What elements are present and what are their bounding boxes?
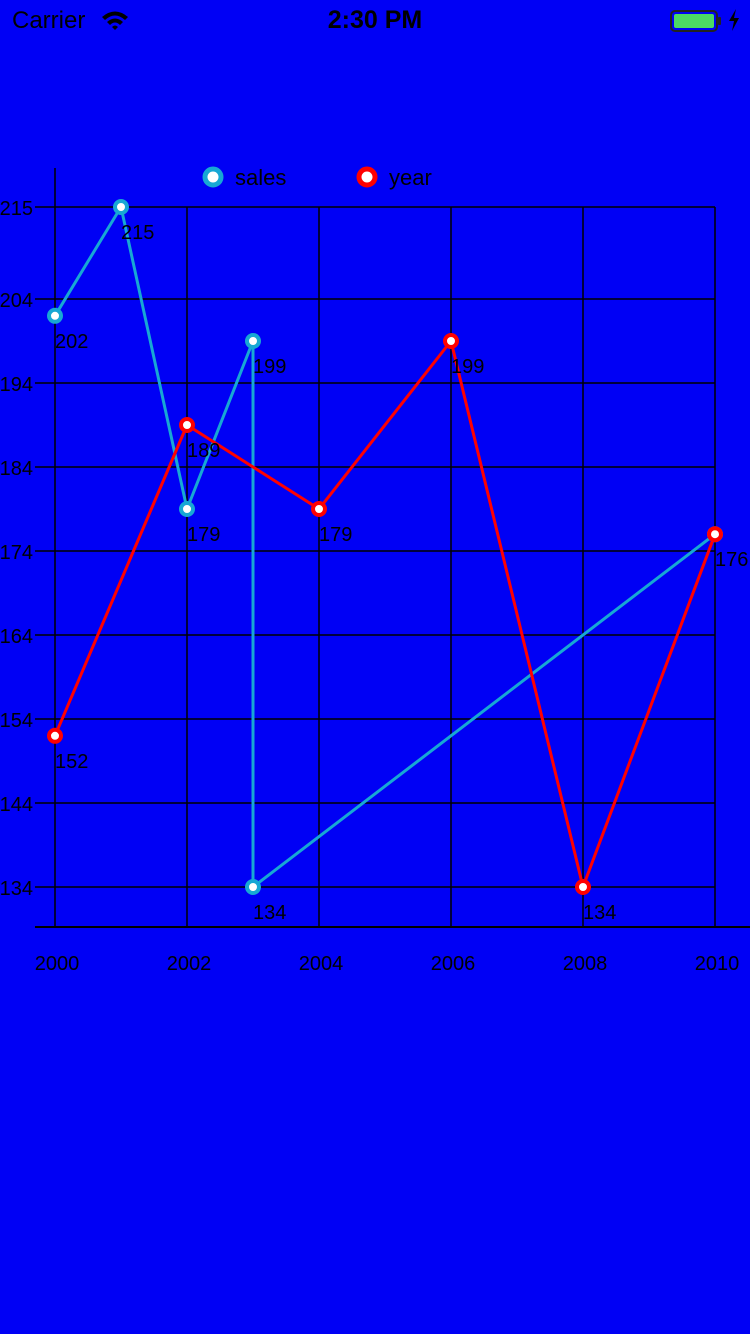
data-point-year: [47, 727, 63, 744]
series-line-sales: [53, 205, 716, 889]
y-tick-label: 154: [0, 710, 33, 732]
data-point-year: [179, 417, 195, 433]
data-label-sales: 202: [55, 331, 88, 353]
legend-label-sales: sales: [235, 165, 286, 190]
data-point-sales: [47, 307, 63, 324]
data-point-sales: [245, 333, 261, 349]
series-line-year: [53, 339, 717, 889]
data-label-year: 179: [319, 524, 352, 546]
data-point-sales: [113, 199, 129, 215]
y-tick-label: 204: [0, 290, 33, 312]
carrier-label: Carrier: [12, 7, 86, 34]
data-label-sales: 134: [253, 902, 286, 924]
clock-time: 2:30 PM: [327, 6, 423, 34]
legend-label-year: year: [389, 165, 432, 190]
x-tick-label: 2008: [563, 953, 608, 970]
y-tick-label: 184: [0, 458, 33, 480]
data-label-year: 189: [187, 440, 220, 462]
y-tick-label: 134: [0, 878, 33, 900]
data-label-sales: 199: [253, 356, 286, 378]
data-label-sales: 215: [121, 222, 154, 244]
wifi-icon: [102, 11, 128, 30]
y-tick-label: 194: [0, 374, 33, 396]
data-point-sales: [179, 501, 195, 517]
y-tick-label: 215: [0, 198, 33, 220]
data-point-year: [707, 526, 723, 543]
legend-marker-sales: [202, 166, 224, 188]
battery-icon: [670, 10, 721, 32]
data-label-year: 134: [583, 902, 616, 924]
data-point-year: [311, 501, 327, 517]
data-label-year: 199: [451, 356, 484, 378]
line-chart: 134 144 154 164 174 184 194 204 215 2000 2002 2004 2…: [0, 165, 750, 970]
data-label-year: 152: [55, 751, 88, 773]
x-tick-label: 2004: [299, 953, 344, 970]
y-tick-label: 164: [0, 626, 33, 648]
legend-marker-year: [356, 166, 378, 188]
status-bar: Carrier 2:30 PM: [0, 0, 750, 40]
x-tick-label: 2000: [35, 953, 80, 970]
data-point-year: [575, 879, 591, 895]
data-point-year: [443, 333, 459, 349]
data-label-year: 176: [715, 549, 748, 571]
data-label-sales: 179: [187, 524, 220, 546]
y-tick-label: 144: [0, 794, 33, 816]
data-point-sales: [245, 879, 261, 895]
y-tick-label: 174: [0, 542, 33, 564]
x-tick-label: 2002: [167, 953, 212, 970]
bolt-icon: [729, 9, 739, 31]
x-tick-label: 2010: [695, 953, 740, 970]
x-tick-label: 2006: [431, 953, 476, 970]
